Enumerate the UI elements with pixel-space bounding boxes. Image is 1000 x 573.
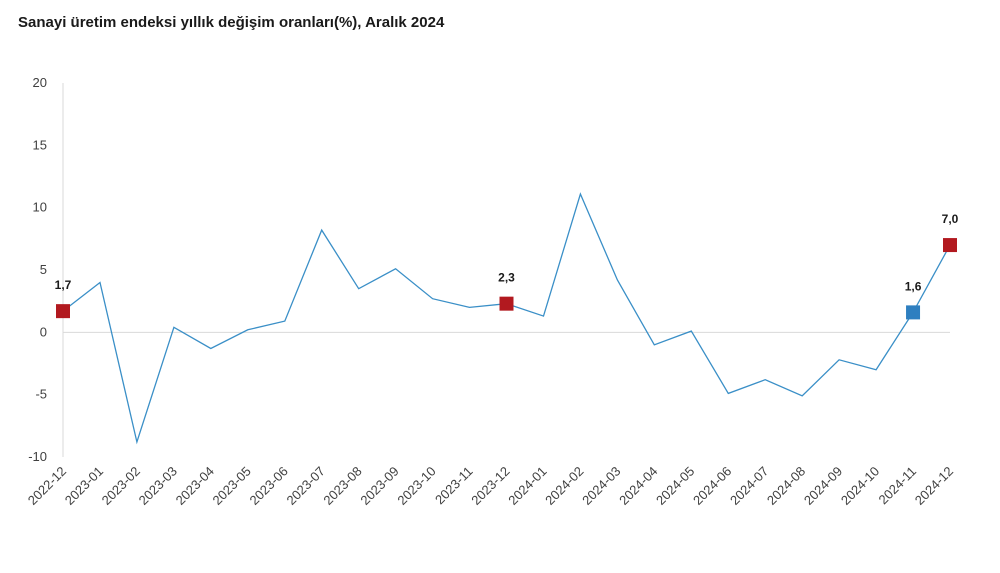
data-label: 1,7	[55, 278, 72, 292]
data-point	[284, 320, 286, 322]
data-point	[394, 268, 396, 270]
data-point	[616, 279, 618, 281]
data-points	[62, 193, 951, 443]
data-point	[875, 369, 877, 371]
x-tick-label: 2023-12	[468, 464, 512, 508]
highlight-marker	[943, 238, 957, 253]
x-tick-label: 2024-01	[505, 464, 549, 508]
highlight-marker	[56, 304, 70, 319]
data-labels: 1,7 2,3 1,6 7,0	[55, 212, 959, 293]
x-tick-label: 2024-10	[838, 464, 882, 508]
y-tick-label: -10	[28, 449, 47, 464]
x-tick-label: 2024-09	[801, 464, 845, 508]
x-tick-label: 2023-05	[210, 464, 254, 508]
x-tick-label: 2023-02	[99, 464, 143, 508]
x-tick-label: 2024-08	[764, 464, 808, 508]
x-tick-label: 2023-07	[283, 464, 327, 508]
x-tick-label: 2024-12	[912, 464, 956, 508]
x-tick-label: 2024-02	[542, 464, 586, 508]
y-tick-label: 15	[33, 137, 47, 152]
data-point	[210, 347, 212, 349]
y-axis-ticks: 20 15 10 5 0 -5 -10	[28, 75, 47, 464]
chart-axes	[62, 83, 950, 457]
data-point	[431, 297, 433, 299]
x-tick-label: 2023-08	[320, 464, 364, 508]
data-point	[357, 288, 359, 290]
y-tick-label: -5	[35, 387, 47, 402]
x-tick-label: 2023-09	[357, 464, 401, 508]
highlight-marker	[499, 296, 514, 311]
x-axis-ticks: 2022-122023-012023-022023-032023-042023-…	[25, 464, 956, 508]
x-tick-label: 2022-12	[25, 464, 69, 508]
data-point	[173, 326, 175, 328]
data-point	[801, 395, 803, 397]
data-point	[136, 441, 138, 443]
x-tick-label: 2023-03	[136, 464, 180, 508]
x-tick-label: 2024-03	[579, 464, 623, 508]
series-line	[62, 192, 951, 445]
x-tick-label: 2024-05	[653, 464, 697, 508]
data-label: 7,0	[942, 212, 959, 226]
data-point	[690, 330, 692, 332]
y-tick-label: 20	[33, 75, 47, 90]
x-tick-label: 2024-11	[875, 464, 919, 508]
data-point	[838, 359, 840, 361]
highlight-markers	[56, 238, 957, 320]
x-tick-label: 2023-06	[247, 464, 291, 508]
x-tick-label: 2024-06	[690, 464, 734, 508]
data-point	[247, 329, 249, 331]
chart-title: Sanayi üretim endeksi yıllık değişim ora…	[18, 14, 445, 31]
y-tick-label: 5	[40, 262, 47, 277]
data-point	[764, 379, 766, 381]
x-tick-label: 2023-01	[62, 464, 106, 508]
highlight-marker	[906, 305, 921, 320]
data-point	[321, 229, 323, 231]
y-tick-label: 0	[40, 324, 47, 339]
x-tick-label: 2023-11	[432, 464, 476, 508]
data-label: 2,3	[498, 271, 515, 285]
x-tick-label: 2024-07	[727, 464, 771, 508]
data-point	[727, 392, 729, 394]
data-point	[468, 306, 470, 308]
data-point	[653, 344, 655, 346]
x-tick-label: 2023-10	[394, 464, 438, 508]
data-label: 1,6	[905, 279, 922, 293]
y-tick-label: 10	[33, 200, 47, 215]
x-tick-label: 2024-04	[616, 464, 660, 508]
data-point	[579, 193, 581, 195]
data-point	[542, 315, 544, 317]
data-point	[99, 281, 101, 283]
x-tick-label: 2023-04	[173, 464, 217, 508]
